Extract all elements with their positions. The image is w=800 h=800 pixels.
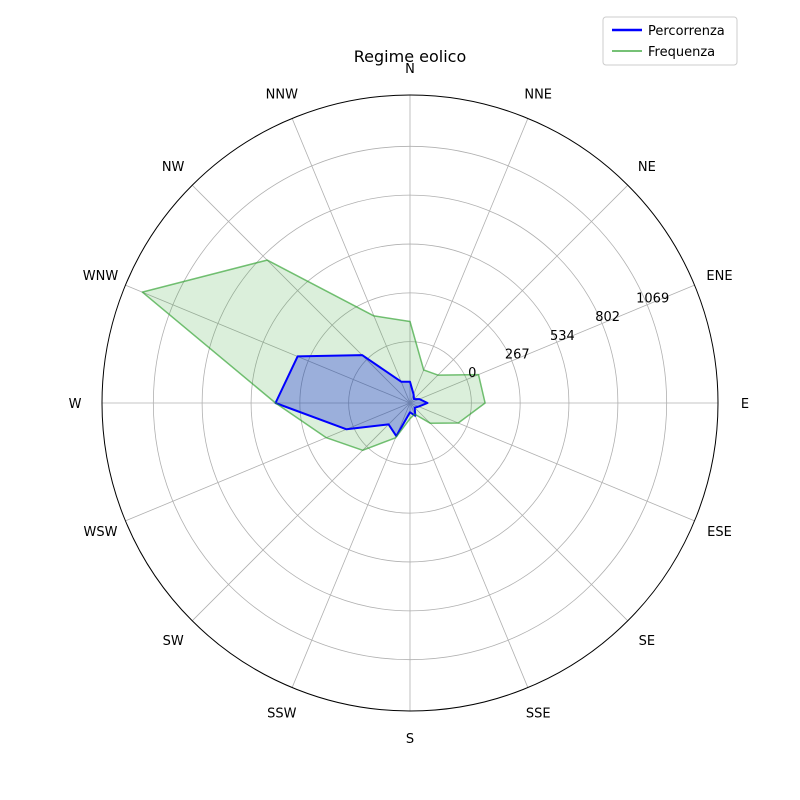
direction-label-wnw: WNW (83, 269, 119, 284)
direction-label-wsw: WSW (84, 525, 118, 540)
legend: Percorrenza Frequenza (602, 16, 738, 66)
labels-layer: N NNE NE ENE E ESE SE SSE S SSW SW WSW W WNW NW NNW 0 267… (69, 62, 750, 747)
polar-frame (101, 94, 719, 712)
direction-label-nnw: NNW (266, 88, 298, 103)
direction-label-n: N (405, 62, 415, 77)
grid-spoke-wsw (125, 402, 411, 522)
direction-label-ene: ENE (706, 269, 732, 284)
series-layer (141, 259, 486, 452)
direction-label-w: W (69, 397, 82, 412)
direction-label-sw: SW (163, 634, 184, 649)
direction-label-e: E (741, 397, 749, 412)
r-tick-label-3: 802 (595, 310, 620, 325)
polar-grid (101, 94, 719, 712)
legend-label-frequenza: Frequenza (648, 45, 715, 60)
series-line-frequenza (141, 259, 486, 452)
grid-spoke-sse (409, 402, 529, 688)
grid-spoke-se (409, 402, 629, 622)
r-tick-label-1: 267 (505, 348, 530, 363)
series-fill-percorrenza (275, 355, 428, 437)
direction-label-ese: ESE (707, 525, 732, 540)
series-line-percorrenza (274, 354, 429, 438)
direction-label-sse: SSE (526, 706, 551, 721)
direction-label-s: S (406, 732, 414, 747)
grid-spoke-ssw (291, 402, 411, 688)
r-tick-label-2: 534 (550, 329, 575, 344)
grid-spoke-ene (409, 284, 695, 404)
direction-label-ssw: SSW (267, 706, 297, 721)
grid-spoke-wnw (125, 284, 411, 404)
grid-spoke-ne (409, 184, 629, 404)
grid-spoke-sw (191, 402, 411, 622)
grid-spoke-nnw (291, 118, 411, 404)
r-tick-label-0: 0 (468, 366, 476, 381)
grid-spoke-nne (409, 118, 529, 404)
chart-title: Regime eolico (354, 47, 466, 66)
direction-label-se: SE (639, 634, 655, 649)
direction-label-nw: NW (162, 160, 185, 175)
direction-label-nne: NNE (524, 88, 552, 103)
r-tick-label-4: 1069 (636, 291, 669, 306)
direction-label-ne: NE (638, 160, 656, 175)
grid-spoke-nw (191, 184, 411, 404)
legend-label-percorrenza: Percorrenza (648, 24, 725, 39)
